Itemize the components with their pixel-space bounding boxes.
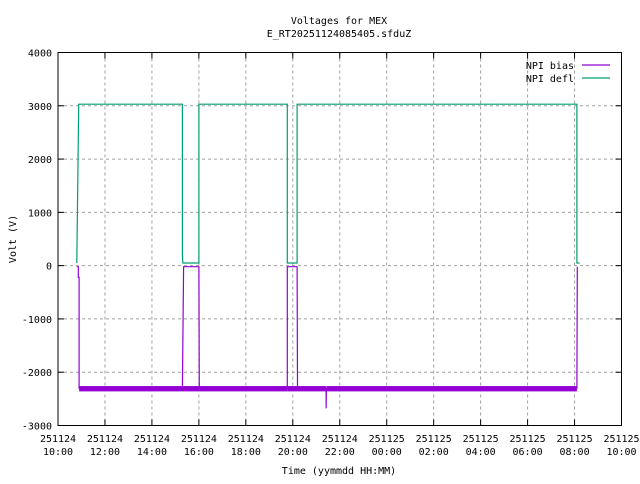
y-tick-label: -3000 — [22, 422, 52, 433]
x-tick-date: 251124 — [40, 434, 76, 445]
x-tick-time: 16:00 — [184, 447, 214, 458]
y-axis-label: Volt (V) — [8, 215, 19, 263]
x-axis-label: Time (yymmdd HH:MM) — [282, 466, 396, 477]
y-tick-label: 0 — [46, 262, 52, 273]
x-tick-date: 251124 — [134, 434, 170, 445]
series-line-npi-defl — [76, 103, 580, 264]
legend: NPI bias NPI defl — [526, 61, 610, 85]
y-tick-label: -1000 — [22, 315, 52, 326]
y-tick-label: 2000 — [28, 155, 52, 166]
x-tick-time: 18:00 — [231, 447, 261, 458]
grid — [58, 52, 622, 426]
x-tick-date: 251125 — [369, 434, 405, 445]
x-tick-time: 10:00 — [43, 447, 73, 458]
series-band-npi-bias — [182, 386, 200, 392]
series-band-npi-bias — [287, 386, 298, 392]
series-band-npi-bias — [297, 386, 327, 392]
y-tick-label: -2000 — [22, 368, 52, 379]
x-tick-date: 251124 — [181, 434, 217, 445]
x-tick-time: 20:00 — [278, 447, 308, 458]
x-tick-date: 251125 — [556, 434, 592, 445]
series-band-npi-bias — [326, 386, 577, 392]
x-tick-time: 08:00 — [559, 447, 589, 458]
x-tick-time: 22:00 — [325, 447, 355, 458]
y-axis-ticks: 4000 3000 2000 1000 0 -1000 -2000 -3000 — [22, 49, 622, 433]
chart-title: Voltages for MEX — [291, 16, 387, 27]
series-group — [76, 103, 580, 409]
x-tick-time: 06:00 — [513, 447, 543, 458]
x-tick-date: 251124 — [228, 434, 264, 445]
y-tick-label: 4000 — [28, 49, 52, 60]
chart-subtitle: E_RT20251124085405.sfduZ — [267, 29, 412, 40]
x-tick-time: 04:00 — [466, 447, 496, 458]
x-tick-time: 00:00 — [372, 447, 402, 458]
x-tick-date: 251125 — [416, 434, 452, 445]
x-tick-date: 251124 — [275, 434, 311, 445]
x-tick-date: 251125 — [510, 434, 546, 445]
x-tick-time: 12:00 — [90, 447, 120, 458]
legend-label-npi-defl: NPI defl — [526, 74, 574, 85]
x-tick-date: 251125 — [603, 434, 639, 445]
legend-label-npi-bias: NPI bias — [526, 61, 574, 72]
y-tick-label: 1000 — [28, 208, 52, 219]
x-tick-time: 14:00 — [137, 447, 167, 458]
x-tick-date: 251124 — [87, 434, 123, 445]
x-axis-ticks: 251124 10:00 251124 12:00 251124 14:00 251124 1… — [40, 52, 640, 458]
x-tick-time: 10:00 — [606, 447, 636, 458]
plot-frame — [57, 52, 622, 426]
y-tick-label: 3000 — [28, 102, 52, 113]
x-tick-date: 251124 — [322, 434, 358, 445]
series-band-npi-bias — [199, 386, 288, 392]
x-tick-date: 251125 — [463, 434, 499, 445]
series-band-npi-bias — [79, 386, 183, 392]
x-tick-time: 02:00 — [419, 447, 449, 458]
